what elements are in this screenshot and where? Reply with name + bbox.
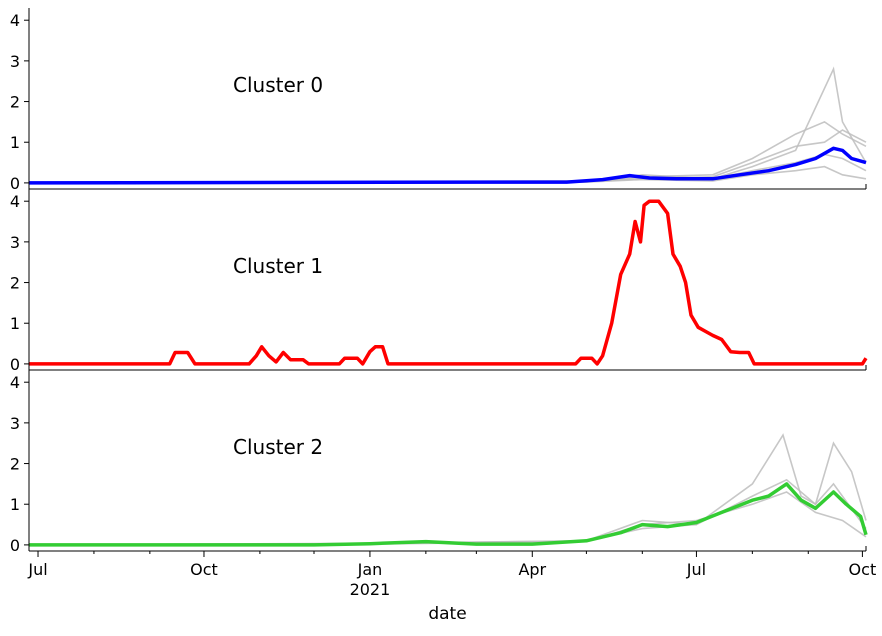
member-line-0-3: [28, 153, 867, 184]
y-tick-label-1-1: 1: [10, 314, 20, 333]
member-line-0-1: [28, 66, 867, 184]
x-tick-label-5: Oct: [849, 560, 877, 579]
x-tick-label-4: Jul: [686, 560, 706, 579]
y-tick-label-2-4: 4: [10, 373, 20, 392]
y-tick-label-1-4: 4: [10, 192, 20, 211]
y-tick-label-2-3: 3: [10, 414, 20, 433]
x-axis-label: date: [428, 604, 466, 624]
y-tick-label-0-0: 0: [10, 174, 20, 193]
member-line-2-1: [28, 441, 867, 546]
y-tick-label-0-1: 1: [10, 133, 20, 152]
x-tick-label-0: Jul: [27, 560, 47, 579]
y-tick-label-2-2: 2: [10, 455, 20, 474]
y-tick-label-2-1: 1: [10, 495, 20, 514]
cluster-2-mean-line: [29, 482, 868, 547]
x-tick-label-3: Apr: [518, 560, 546, 579]
cluster-0-label: Cluster 0: [233, 73, 323, 97]
member-line-2-2: [28, 491, 867, 546]
y-tick-label-1-0: 0: [10, 355, 20, 374]
cluster-1-label: Cluster 1: [233, 254, 323, 278]
x-tick-label-1: Oct: [190, 560, 218, 579]
member-line-0-4: [28, 165, 867, 184]
y-tick-label-0-2: 2: [10, 93, 20, 112]
cluster-1-mean-line: [29, 199, 868, 366]
y-tick-label-2-0: 0: [10, 536, 20, 555]
y-tick-label-1-2: 2: [10, 274, 20, 293]
x-year-label: 2021: [350, 580, 391, 599]
y-tick-label-0-4: 4: [10, 11, 20, 30]
y-tick-label-1-3: 3: [10, 233, 20, 252]
cluster-0-mean-line: [28, 146, 867, 185]
y-tick-label-0-3: 3: [10, 52, 20, 71]
x-tick-label-2: Jan: [357, 560, 383, 579]
member-line-2-0: [28, 433, 867, 546]
cluster-2-label: Cluster 2: [233, 435, 323, 459]
